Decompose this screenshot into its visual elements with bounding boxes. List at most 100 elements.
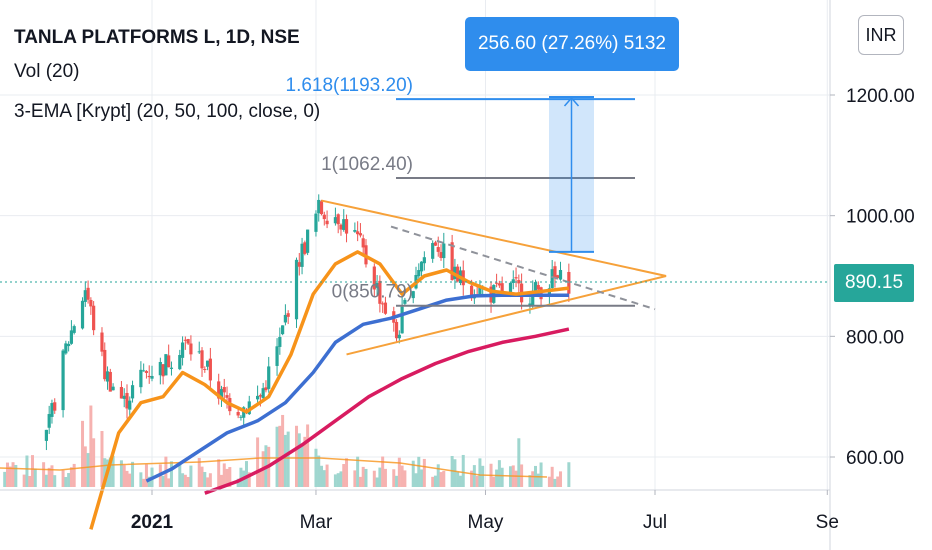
ema-indicator-label[interactable]: 3-EMA [Krypt] (20, 50, 100, close, 0) [14, 101, 321, 122]
candle-body [317, 199, 321, 214]
candle-body [217, 381, 221, 399]
volume-bar [472, 465, 476, 487]
candle-body [319, 201, 324, 215]
price-axis-label: 800.00 [846, 327, 904, 348]
volume-bar [414, 473, 418, 487]
volume-bar [345, 458, 349, 487]
candle-body [306, 229, 310, 253]
candle-body [558, 269, 563, 280]
candle-body [264, 387, 268, 391]
ema-20-line [89, 250, 570, 530]
volume-bar [61, 470, 65, 487]
volume-bar [517, 438, 521, 487]
candle-body [553, 266, 557, 278]
volume-bar [228, 467, 232, 487]
volume-bar [439, 472, 443, 487]
candle-body [511, 279, 515, 283]
volume-bar [22, 474, 26, 487]
volume-bar [186, 476, 190, 487]
candle-body [236, 411, 240, 416]
candle-body [200, 350, 204, 369]
volume-bar [333, 474, 337, 487]
volume-bar [378, 467, 382, 487]
volume-bar [11, 462, 15, 487]
volume-bar [67, 473, 71, 487]
volume-bar [458, 475, 462, 487]
volume-bar [536, 473, 540, 487]
volume-bar [28, 475, 32, 487]
price-axis-label: 600.00 [846, 448, 904, 469]
candle-body [100, 332, 104, 352]
candle-body [375, 283, 379, 288]
triangle-upper-line [321, 199, 667, 277]
volume-bar [417, 456, 421, 487]
volume-bar [239, 467, 243, 487]
candle-body [550, 269, 554, 289]
candle-body [528, 303, 532, 306]
candle-body [92, 305, 96, 331]
candle-body [342, 219, 346, 230]
volume-bar [492, 476, 496, 487]
volume-bar [108, 457, 112, 487]
volume-bar [559, 471, 563, 487]
volume-bar [44, 474, 48, 487]
currency-button[interactable]: INR [858, 15, 904, 55]
volume-bar [225, 468, 229, 487]
candle-body [333, 217, 338, 224]
volume-bar [431, 476, 435, 487]
candle-body [67, 343, 71, 347]
candle-body [286, 313, 290, 317]
volume-bar [539, 462, 543, 487]
candle-body [300, 243, 304, 267]
candle-body [403, 299, 407, 304]
volume-bar [461, 454, 465, 487]
volume-bar [144, 464, 148, 487]
candle-body [183, 339, 187, 341]
candle-body [275, 346, 279, 366]
candle-body [197, 351, 201, 353]
volume-bar [128, 473, 132, 487]
volume-bar [300, 445, 304, 487]
candle-body [383, 302, 388, 314]
time-axis-label: Se [816, 512, 839, 533]
volume-bar [372, 470, 376, 487]
candle-body [242, 407, 246, 418]
volume-bar [222, 463, 226, 487]
candle-body [456, 266, 460, 282]
candle-body [536, 285, 540, 290]
volume-bar [375, 477, 379, 487]
volume-bar [339, 471, 343, 487]
candle-body [180, 342, 185, 358]
candle-body [283, 314, 287, 323]
volume-bar [5, 462, 9, 487]
dashed-trend-line [390, 225, 656, 311]
volume-bar [453, 459, 457, 487]
candle-body [450, 242, 454, 281]
volume-bar [411, 460, 415, 487]
candle-body [261, 388, 265, 399]
candle-body [336, 214, 340, 225]
candle-body [497, 283, 501, 286]
volume-bar [189, 465, 193, 487]
volume-bar [436, 464, 440, 487]
candle-body [139, 369, 143, 388]
volume-bar [497, 460, 501, 487]
volume-bar [383, 468, 387, 487]
candle-body [514, 277, 518, 279]
fib-level-label: 1(1062.40) [321, 154, 413, 175]
volume-bar [139, 472, 143, 487]
volume-bar [147, 476, 151, 487]
volume-bar [361, 466, 365, 487]
candle-body [128, 400, 132, 410]
volume-bar [72, 463, 76, 487]
candle-body [478, 286, 482, 295]
volume-bar [317, 455, 321, 487]
candle-body [433, 242, 438, 246]
chart-title: TANLA PLATFORMS L, 1D, NSE [14, 27, 300, 48]
volume-bar [247, 472, 251, 487]
candle-body [436, 247, 440, 252]
candle-body [411, 291, 415, 299]
volume-indicator-label[interactable]: Vol (20) [14, 61, 80, 82]
candle-body [500, 283, 504, 294]
